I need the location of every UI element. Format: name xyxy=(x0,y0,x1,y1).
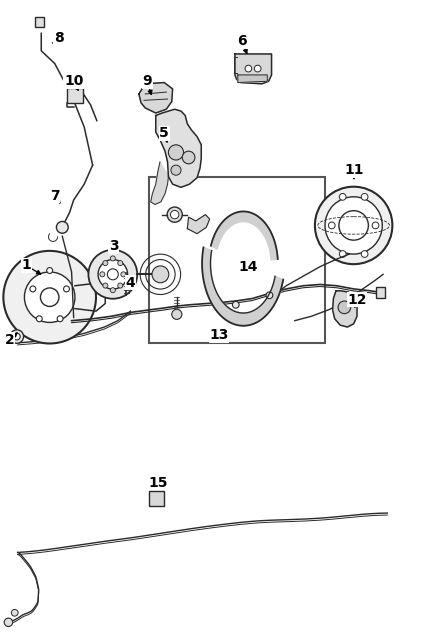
Circle shape xyxy=(325,197,382,254)
Text: 13: 13 xyxy=(209,328,229,342)
Circle shape xyxy=(232,302,239,308)
Circle shape xyxy=(315,187,392,264)
Text: 7: 7 xyxy=(50,189,59,203)
Circle shape xyxy=(339,194,346,200)
Circle shape xyxy=(13,333,20,340)
Text: 9: 9 xyxy=(143,74,152,88)
Circle shape xyxy=(152,266,169,283)
Polygon shape xyxy=(151,162,168,204)
Text: 15: 15 xyxy=(148,476,168,490)
Polygon shape xyxy=(156,109,201,187)
Circle shape xyxy=(361,251,368,257)
Polygon shape xyxy=(187,215,210,234)
Circle shape xyxy=(88,250,137,298)
Circle shape xyxy=(372,222,379,229)
Circle shape xyxy=(171,210,179,219)
Circle shape xyxy=(254,65,261,72)
Circle shape xyxy=(4,618,13,627)
Text: 8: 8 xyxy=(54,31,64,45)
Polygon shape xyxy=(235,54,272,84)
Circle shape xyxy=(30,286,36,292)
Circle shape xyxy=(168,145,184,160)
Circle shape xyxy=(57,316,63,322)
Circle shape xyxy=(328,222,335,229)
Circle shape xyxy=(11,610,18,616)
Polygon shape xyxy=(202,248,283,326)
Text: 14: 14 xyxy=(239,260,258,274)
Polygon shape xyxy=(238,75,267,83)
Polygon shape xyxy=(333,291,357,327)
Text: 11: 11 xyxy=(345,163,364,177)
Circle shape xyxy=(10,330,24,344)
Circle shape xyxy=(121,272,126,277)
Circle shape xyxy=(245,65,252,72)
Circle shape xyxy=(266,292,273,298)
Text: 10: 10 xyxy=(64,74,83,88)
Circle shape xyxy=(64,286,69,292)
Circle shape xyxy=(172,309,182,319)
Circle shape xyxy=(100,272,105,277)
Circle shape xyxy=(98,260,128,289)
Text: 2: 2 xyxy=(4,333,14,347)
Circle shape xyxy=(110,256,115,261)
Bar xyxy=(67,88,83,103)
Text: 1: 1 xyxy=(21,258,31,272)
Circle shape xyxy=(338,301,351,314)
Circle shape xyxy=(167,207,182,222)
Circle shape xyxy=(110,288,115,293)
Text: 5: 5 xyxy=(159,126,169,140)
Text: 12: 12 xyxy=(347,293,367,307)
Circle shape xyxy=(182,151,195,164)
Polygon shape xyxy=(139,83,173,113)
Circle shape xyxy=(103,283,108,288)
Text: 3: 3 xyxy=(109,239,118,253)
Circle shape xyxy=(36,316,42,322)
Circle shape xyxy=(47,267,53,274)
Circle shape xyxy=(103,260,108,265)
Circle shape xyxy=(118,260,123,265)
Circle shape xyxy=(3,251,96,344)
Text: 4: 4 xyxy=(125,276,136,290)
Circle shape xyxy=(24,272,75,323)
Circle shape xyxy=(40,288,59,307)
Circle shape xyxy=(361,194,368,200)
Polygon shape xyxy=(211,211,278,260)
Bar xyxy=(149,177,325,343)
Circle shape xyxy=(171,165,181,175)
Bar xyxy=(35,17,44,27)
Bar xyxy=(376,287,385,298)
Circle shape xyxy=(107,269,118,280)
Circle shape xyxy=(339,211,368,240)
Text: 6: 6 xyxy=(237,34,247,48)
Circle shape xyxy=(56,222,68,233)
Circle shape xyxy=(118,283,123,288)
Bar xyxy=(149,491,164,506)
Circle shape xyxy=(339,251,346,257)
